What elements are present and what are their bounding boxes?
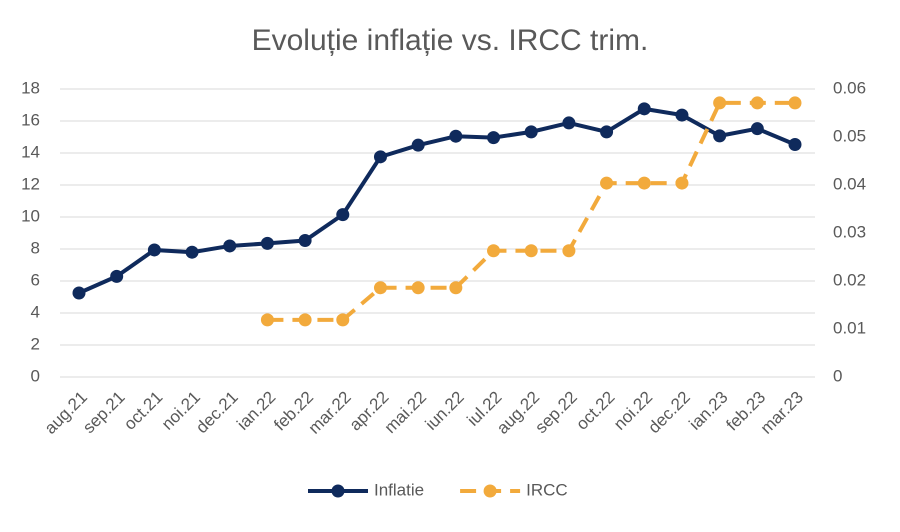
y-tick-label: 14	[21, 142, 40, 161]
point	[487, 244, 501, 258]
x-tick-label: dec.21	[192, 388, 242, 438]
point	[562, 116, 576, 130]
x-tick-label: sep.22	[531, 388, 581, 438]
y2-tick-label: 0	[833, 366, 842, 385]
point	[524, 125, 538, 139]
x-tick-label: mar.23	[757, 388, 807, 438]
point	[336, 313, 350, 327]
point	[713, 96, 727, 110]
point	[750, 96, 764, 110]
point	[675, 108, 689, 122]
point	[713, 129, 727, 143]
x-tick-label: ian.22	[233, 388, 279, 434]
point	[373, 150, 387, 164]
x-tick-label: dec.22	[644, 388, 694, 438]
y-tick-label: 2	[31, 334, 40, 353]
y2-tick-label: 0.03	[833, 222, 866, 241]
point	[298, 313, 312, 327]
x-tick-label: oct.21	[120, 388, 166, 434]
point	[336, 208, 350, 222]
y2-tick-label: 0.05	[833, 126, 866, 145]
x-tick-label: oct.22	[572, 388, 618, 434]
point	[373, 281, 387, 295]
point	[72, 286, 86, 300]
point	[788, 96, 802, 110]
point	[449, 129, 463, 143]
legend-marker	[483, 484, 497, 498]
chart-title: Evoluție inflație vs. IRCC trim.	[252, 24, 649, 57]
legend-label: IRCC	[526, 480, 568, 499]
y2-tick-label: 0.01	[833, 318, 866, 337]
point	[637, 102, 651, 116]
series-line	[78, 106, 796, 295]
point	[260, 313, 274, 327]
point	[750, 122, 764, 136]
legend-marker	[331, 484, 345, 498]
y2-tick-label: 0.04	[833, 174, 866, 193]
legend-label: Inflatie	[374, 480, 424, 499]
y2-tick-label: 0.06	[833, 78, 866, 97]
y-tick-label: 18	[21, 78, 40, 97]
x-tick-label: ian.23	[685, 388, 731, 434]
y-tick-label: 8	[31, 238, 40, 257]
x-tick-label: mar.22	[305, 388, 355, 438]
point	[449, 281, 463, 295]
point	[411, 281, 425, 295]
point	[147, 243, 161, 257]
point	[600, 125, 614, 139]
y-tick-label: 0	[31, 366, 40, 385]
y-tick-label: 4	[31, 302, 40, 321]
y-tick-label: 6	[31, 270, 40, 289]
y2-tick-label: 0.02	[833, 270, 866, 289]
y-tick-label: 10	[21, 206, 40, 225]
point	[411, 138, 425, 152]
x-tick-label: iun.22	[422, 388, 468, 434]
point	[260, 236, 274, 250]
y-tick-label: 16	[21, 110, 40, 129]
point	[788, 138, 802, 152]
point	[185, 245, 199, 259]
y-tick-label: 12	[21, 174, 40, 193]
point	[600, 176, 614, 190]
point	[298, 234, 312, 248]
point	[637, 176, 651, 190]
x-tick-label: sep.21	[79, 388, 129, 438]
point	[487, 131, 501, 145]
x-tick-label: aug.22	[493, 388, 543, 438]
point	[562, 244, 576, 258]
point	[110, 269, 124, 283]
point	[675, 176, 689, 190]
point	[524, 244, 538, 258]
point	[223, 239, 237, 253]
x-tick-label: aug.21	[41, 388, 91, 438]
x-tick-label: mai.22	[381, 388, 431, 438]
